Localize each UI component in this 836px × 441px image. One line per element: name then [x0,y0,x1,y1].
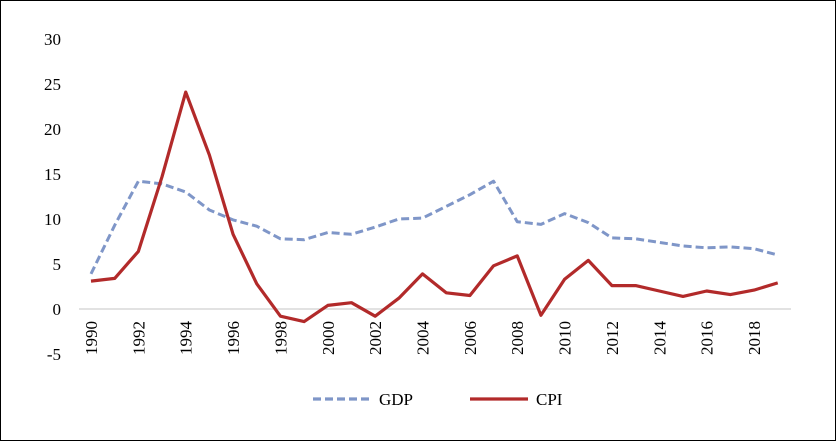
series-line-gdp [89,179,779,275]
x-tick-label: 2004 [414,321,433,356]
legend-label-gdp: GDP [379,390,413,409]
x-tick-label: 2014 [650,321,669,356]
legend: GDP CPI [313,390,563,409]
y-tick-label: 10 [44,210,61,229]
x-tick-label: 1992 [129,321,148,355]
x-tick-label: 2002 [366,321,385,355]
x-tick-label: 1990 [82,321,101,355]
series-line-cpi [90,90,779,324]
x-tick-label: 2008 [508,321,527,355]
y-tick-label: 25 [44,75,61,94]
y-tick-label: 15 [44,165,61,184]
x-tick-label: 2010 [556,321,575,355]
y-tick-label: -5 [47,345,61,364]
x-tick-label: 1998 [271,321,290,355]
y-tick-label: 0 [53,300,62,319]
x-tick-label: 2006 [461,321,480,355]
y-tick-label: 20 [44,120,61,139]
legend-label-cpi: CPI [536,390,563,409]
x-tick-label: 1996 [224,321,243,355]
x-tick-label: 2000 [319,321,338,355]
x-tick-label: 2018 [745,321,764,355]
y-tick-label: 5 [53,255,62,274]
x-tick-label: 2016 [698,321,717,355]
x-tick-label: 2012 [603,321,622,355]
x-tick-label: 1994 [177,321,196,356]
y-tick-label: 30 [44,30,61,49]
